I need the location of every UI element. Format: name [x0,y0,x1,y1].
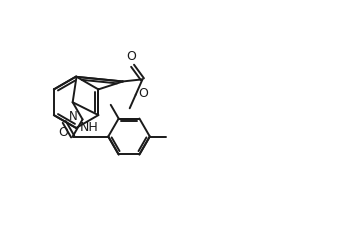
Text: O: O [58,126,68,139]
Text: NH: NH [80,120,99,134]
Text: N: N [69,110,78,123]
Text: O: O [139,87,148,100]
Text: O: O [127,50,136,63]
